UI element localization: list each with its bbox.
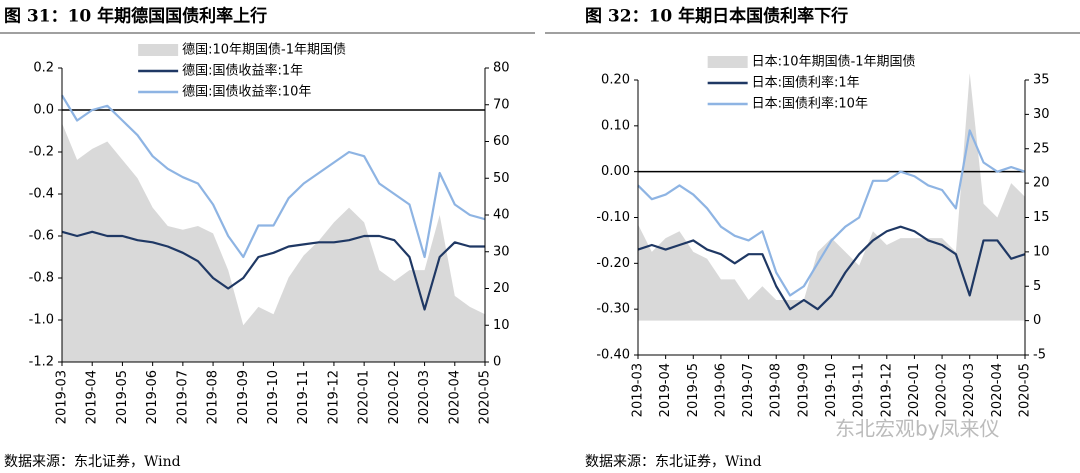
y2-tick-label: 0 bbox=[493, 355, 501, 370]
line bbox=[61, 94, 486, 259]
x-tick-label: 2020-01 bbox=[357, 370, 372, 424]
x-tick-label: 2019-07 bbox=[175, 370, 190, 424]
y-tick-label: 0.00 bbox=[601, 164, 630, 179]
y-tick-label: -0.6 bbox=[29, 229, 54, 244]
legend-swatch bbox=[138, 44, 179, 56]
y2-tick-label: 20 bbox=[493, 281, 510, 296]
y2-tick-label: 30 bbox=[1033, 107, 1050, 122]
x-tick-label: 2019-11 bbox=[852, 363, 867, 417]
y-tick-label: -0.8 bbox=[29, 271, 54, 286]
chart-title: 图 31：10 年期德国国债利率上行 bbox=[4, 6, 267, 27]
x-tick-label: 2019-05 bbox=[115, 370, 130, 424]
x-tick-label: 2019-03 bbox=[55, 370, 70, 424]
x-tick-label: 2020-03 bbox=[417, 370, 432, 424]
y-tick-label: -0.40 bbox=[596, 348, 630, 363]
line bbox=[637, 129, 1026, 297]
y-tick-label: -0.4 bbox=[29, 187, 54, 202]
legend-label: 德国:国债收益率:10年 bbox=[182, 84, 311, 100]
y2-tick-label: 35 bbox=[1033, 73, 1050, 88]
y-tick-label: -1.2 bbox=[29, 355, 54, 370]
x-tick-label: 2019-04 bbox=[85, 370, 100, 424]
x-tick-label: 2020-02 bbox=[935, 363, 950, 417]
y2-tick-label: 25 bbox=[1033, 141, 1050, 156]
legend-label: 德国:国债收益率:1年 bbox=[182, 63, 303, 79]
y-tick-label: 0.2 bbox=[33, 61, 54, 76]
x-tick-label: 2020-04 bbox=[990, 363, 1005, 417]
y2-tick-label: 5 bbox=[1033, 279, 1041, 294]
y2-tick-label: 50 bbox=[493, 171, 510, 186]
y2-tick-label: 40 bbox=[493, 208, 510, 223]
x-tick-label: 2019-12 bbox=[326, 370, 341, 424]
y2-tick-label: 10 bbox=[493, 318, 510, 333]
y2-tick-label: 10 bbox=[1033, 244, 1050, 259]
y-tick-label: -0.2 bbox=[29, 145, 54, 160]
x-tick-label: 2019-11 bbox=[296, 370, 311, 424]
x-tick-label: 2019-06 bbox=[713, 363, 728, 417]
x-tick-label: 2020-03 bbox=[962, 363, 977, 417]
x-tick-label: 2019-09 bbox=[796, 363, 811, 417]
legend-label: 日本:国债利率:1年 bbox=[752, 75, 860, 91]
line bbox=[637, 225, 1026, 311]
source: 数据来源：东北证券，Wind bbox=[585, 454, 762, 470]
y-tick-label: -0.30 bbox=[596, 302, 630, 317]
x-tick-label: 2019-09 bbox=[236, 370, 251, 424]
legend-label: 日本:10年期国债-1年期国债 bbox=[752, 55, 916, 70]
y-tick-label: -1.0 bbox=[29, 313, 54, 328]
y2-tick-label: 80 bbox=[493, 61, 510, 76]
x-tick-label: 2019-08 bbox=[206, 370, 221, 424]
legend-label: 德国:10年期国债-1年期国债 bbox=[182, 43, 346, 58]
x-tick-label: 2019-12 bbox=[879, 363, 894, 417]
y2-tick-label: 0 bbox=[1033, 313, 1041, 328]
line bbox=[61, 230, 485, 311]
y2-tick-label: 15 bbox=[1033, 210, 1050, 225]
x-tick-label: 2019-10 bbox=[266, 370, 281, 424]
y-tick-label: -0.20 bbox=[596, 256, 630, 271]
legend-label: 日本:国债利率:10年 bbox=[752, 96, 868, 112]
x-tick-label: 2019-05 bbox=[686, 363, 701, 417]
y-tick-label: -0.10 bbox=[596, 210, 630, 225]
x-tick-label: 2020-05 bbox=[1018, 363, 1033, 417]
x-tick-label: 2020-02 bbox=[387, 370, 402, 424]
x-tick-label: 2020-04 bbox=[447, 370, 462, 424]
y2-tick-label: 30 bbox=[493, 244, 510, 259]
source: 数据来源：东北证券，Wind bbox=[4, 454, 181, 470]
y2-tick-label: 60 bbox=[493, 134, 510, 149]
y2-tick-label: 70 bbox=[493, 97, 510, 112]
y-tick-label: 0.20 bbox=[601, 73, 630, 88]
x-tick-label: 2019-07 bbox=[741, 363, 756, 417]
x-tick-label: 2020-05 bbox=[478, 370, 493, 424]
y-tick-label: 0.10 bbox=[601, 118, 630, 133]
x-tick-label: 2019-03 bbox=[631, 363, 646, 417]
x-tick-label: 2019-10 bbox=[824, 363, 839, 417]
legend-swatch bbox=[707, 56, 748, 68]
x-tick-label: 2019-04 bbox=[658, 363, 673, 417]
y2-tick-label: 20 bbox=[1033, 176, 1050, 191]
x-tick-label: 2019-08 bbox=[769, 363, 784, 417]
y2-tick-label: -5 bbox=[1033, 348, 1046, 363]
area bbox=[62, 123, 485, 362]
x-tick-label: 2020-01 bbox=[907, 363, 922, 417]
area bbox=[638, 73, 1025, 321]
x-tick-label: 2019-06 bbox=[145, 370, 160, 424]
chart-title: 图 32：10 年期日本国债利率下行 bbox=[585, 6, 848, 27]
y-tick-label: 0.0 bbox=[33, 103, 54, 118]
watermark: 东北宏观by凤来仪 bbox=[835, 417, 1000, 441]
